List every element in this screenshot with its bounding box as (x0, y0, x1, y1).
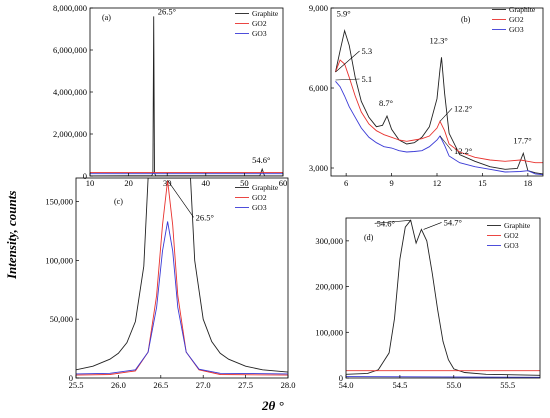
peak-annotation: 12.2° (454, 146, 472, 156)
x-tick-label: 28.0 (281, 380, 296, 390)
annotation-arrow (374, 219, 411, 224)
legend-label: Graphite (252, 183, 279, 192)
legend-label: GO2 (509, 15, 524, 24)
annotation-arrow (335, 78, 360, 81)
legend-label: Graphite (504, 221, 531, 230)
y-tick-label: 100,000 (45, 255, 73, 265)
y-tick-label: 0 (339, 373, 343, 383)
series-line-go2 (335, 59, 543, 164)
y-tick-label: 4,000,000 (53, 87, 87, 97)
x-tick-label: 27.5 (238, 380, 253, 390)
legend-label: GO3 (509, 25, 524, 34)
peak-annotation: 8.7° (379, 98, 393, 108)
y-tick-label: 150,000 (45, 197, 73, 207)
y-tick-label: 3,000 (309, 163, 328, 173)
y-tick-label: 200,000 (315, 282, 343, 292)
legend-label: Graphite (509, 5, 536, 14)
peak-annotation: 54.7° (444, 217, 462, 227)
x-tick-label: 54.5 (392, 380, 407, 390)
annotation-arrow (439, 135, 453, 152)
x-tick-label: 6 (344, 178, 348, 188)
annotation-arrow (423, 222, 442, 230)
y-tick-label: 0 (69, 373, 73, 383)
series-line-graphite (90, 16, 283, 176)
peak-annotation: 26.5° (158, 6, 176, 16)
peak-annotation: 54.6° (252, 155, 270, 165)
legend-label: Graphite (252, 9, 279, 18)
legend-label: GO3 (504, 241, 519, 250)
x-tick-label: 12 (433, 178, 442, 188)
annotation-arrow (439, 108, 453, 122)
peak-annotation: 12.2° (454, 103, 472, 113)
x-tick-label: 27.0 (196, 380, 211, 390)
legend-label: GO2 (504, 231, 519, 240)
x-tick-label: 15 (478, 178, 487, 188)
peak-annotation: 5.1 (362, 74, 373, 84)
plot-frame (345, 217, 541, 379)
x-axis-title: 2θ ° (262, 398, 284, 413)
y-tick-label: 50,000 (50, 314, 73, 324)
y-tick-label: 8,000,000 (53, 3, 87, 13)
x-tick-label: 10 (86, 178, 95, 188)
x-tick-label: 20 (124, 178, 133, 188)
series-line-go3 (346, 376, 540, 378)
legend-label: GO3 (252, 203, 267, 212)
legend-label: GO3 (252, 29, 267, 38)
annotation-arrow (335, 50, 360, 73)
y-tick-label: 9,000 (309, 3, 328, 13)
peak-annotation: 54.6° (377, 218, 395, 228)
x-tick-label: 9 (389, 178, 393, 188)
y-axis-title: Intensity, counts (4, 190, 19, 280)
series-line-graphite (335, 28, 543, 175)
plot-frame (75, 177, 289, 379)
x-tick-label: 26.0 (111, 380, 126, 390)
peak-annotation: 12.3° (430, 35, 448, 45)
series-line-graphite (76, 178, 288, 373)
series-line-go3 (76, 221, 288, 375)
panel-label: (a) (102, 13, 111, 22)
x-tick-label: 55.5 (500, 380, 515, 390)
panel-label: (c) (114, 197, 123, 206)
y-tick-label: 100,000 (315, 327, 343, 337)
y-tick-label: 6,000 (309, 83, 328, 93)
y-tick-label: 300,000 (315, 236, 343, 246)
legend-label: GO2 (252, 193, 267, 202)
x-tick-label: 40 (202, 178, 211, 188)
x-tick-label: 60 (279, 178, 288, 188)
x-tick-label: 55.0 (446, 380, 461, 390)
y-tick-label: 6,000,000 (53, 45, 87, 55)
series-line-go3 (90, 172, 283, 175)
legend-label: GO2 (252, 19, 267, 28)
panel-b: 6 9 12 15 18 3,000 6,000 9,000 (b) GraphiteGO2GO3… (309, 3, 544, 188)
peak-annotation: 5.3 (362, 46, 373, 56)
x-tick-label: 25.5 (69, 380, 84, 390)
x-tick-label: 26.5 (153, 380, 168, 390)
x-tick-label: 50 (240, 178, 249, 188)
peak-annotation: 17.7° (513, 135, 531, 145)
annotation-arrow (167, 180, 194, 218)
peak-annotation: 26.5° (196, 212, 214, 222)
panel-label: (d) (364, 233, 374, 242)
panel-label: (b) (461, 15, 471, 24)
peak-annotation: 5.9° (337, 9, 351, 19)
x-tick-label: 54.0 (339, 380, 354, 390)
series-line-go3 (335, 81, 543, 176)
x-tick-label: 18 (524, 178, 533, 188)
y-tick-label: 2,000,000 (53, 129, 87, 139)
panel-d: 54.0 54.5 55.0 55.5 0 100,000 200,000 300,000 (d… (315, 217, 541, 390)
y-tick-label: 0 (83, 171, 87, 181)
panel-a: 10 20 30 40 50 6002,000,0004,000,0006,000,000… (53, 3, 287, 188)
series-line-graphite (346, 219, 540, 376)
panel-c: 25.5 26.0 26.5 27.0 27.5 28.0 0 50,000 100,000 15… (45, 177, 296, 390)
